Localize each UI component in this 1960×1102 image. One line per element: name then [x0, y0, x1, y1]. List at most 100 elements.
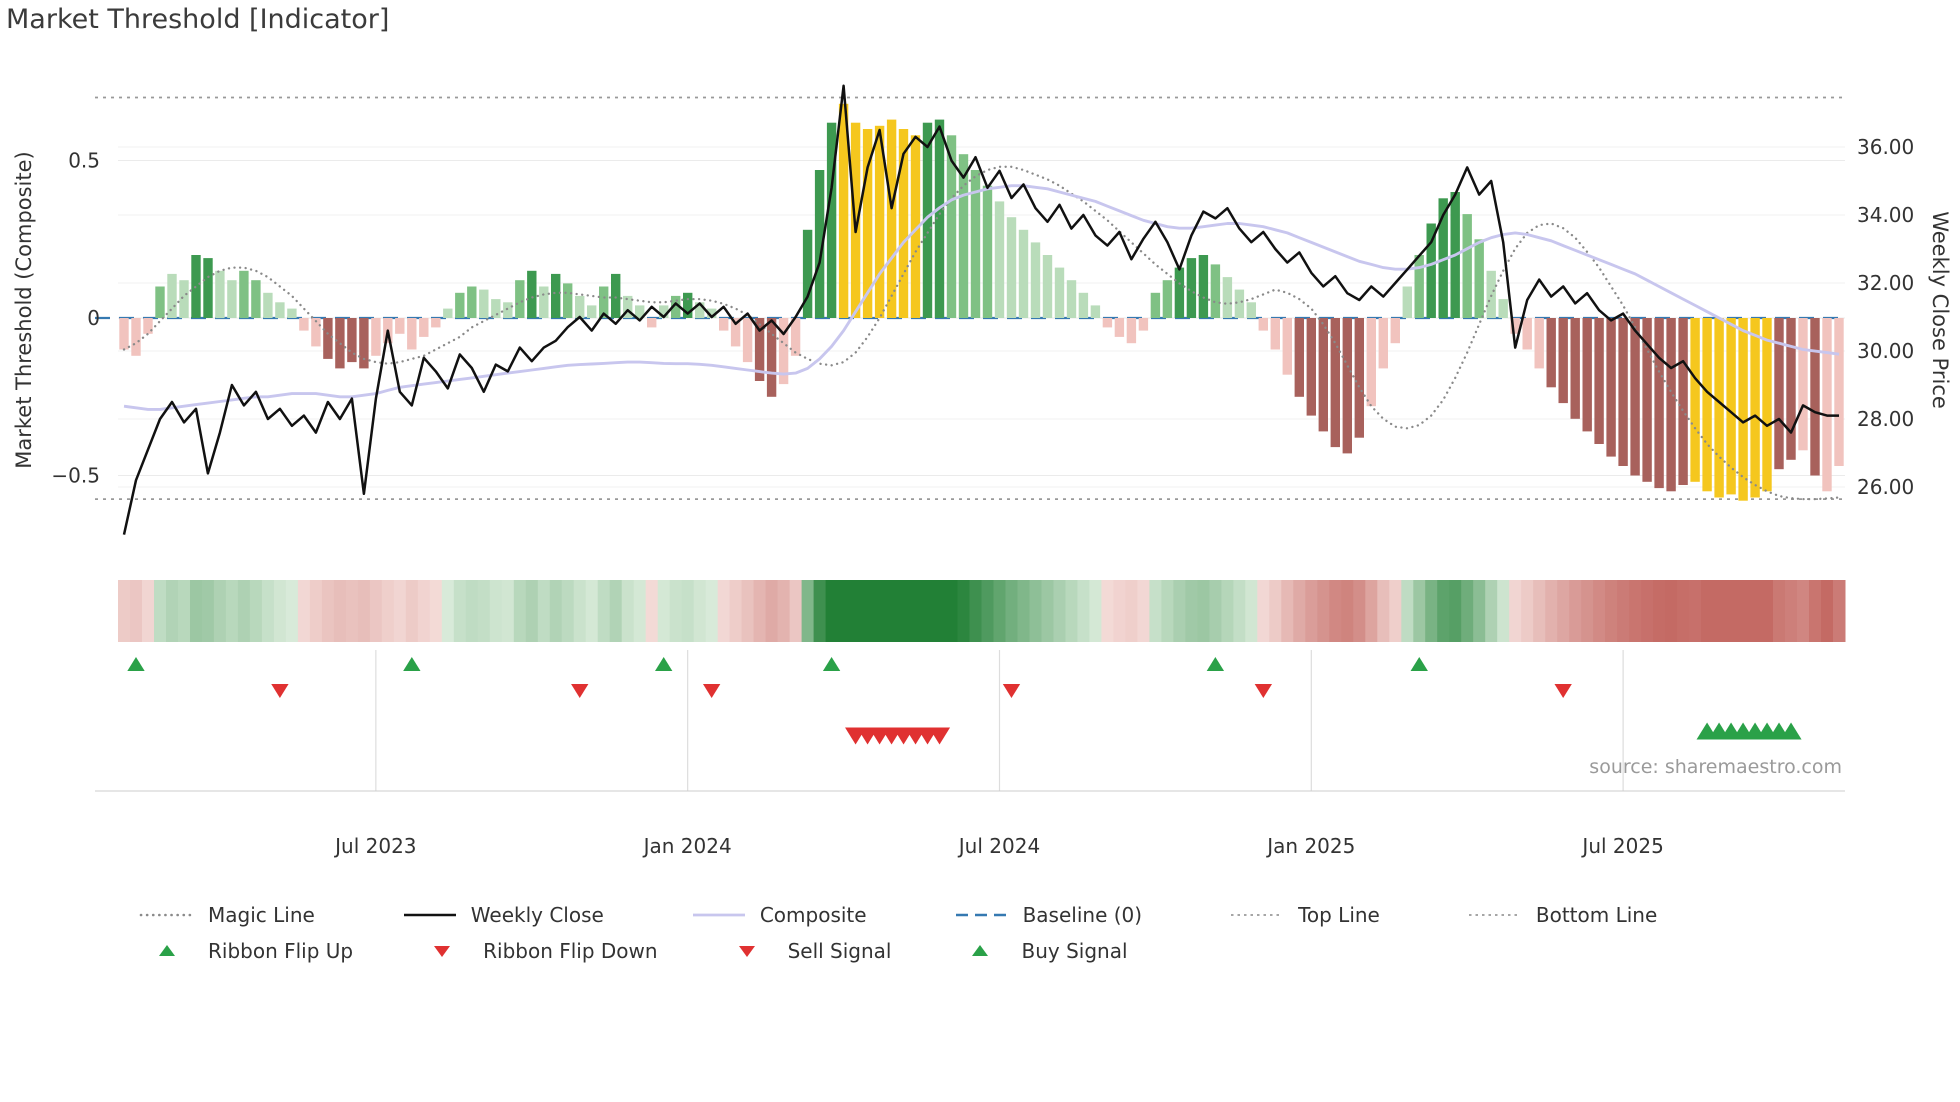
- ribbon-cell: [1773, 580, 1786, 642]
- ribbon-cell: [213, 580, 227, 642]
- threshold-bar: [527, 270, 537, 319]
- ribbon-cell: [1497, 580, 1510, 642]
- ribbon-cell: [1641, 580, 1654, 642]
- ribbon-cell: [333, 580, 347, 642]
- threshold-bar: [946, 135, 957, 318]
- threshold-bar: [1558, 318, 1568, 404]
- ribbon-cell: [1485, 580, 1498, 642]
- ribbon-cell: [849, 580, 863, 642]
- legend-label: Ribbon Flip Up: [208, 939, 354, 963]
- threshold-bar: [1366, 318, 1376, 407]
- threshold-bar: [623, 295, 633, 318]
- ribbon-cell: [669, 580, 683, 642]
- threshold-bar: [539, 286, 549, 318]
- ribbon-cell: [1161, 580, 1174, 642]
- x-tick-label: Jul 2025: [1580, 834, 1663, 858]
- threshold-bar: [778, 318, 789, 385]
- threshold-bar: [1534, 318, 1544, 369]
- threshold-bar: [874, 125, 885, 318]
- threshold-bar: [671, 295, 681, 318]
- legend-label: Weekly Close: [470, 903, 604, 927]
- threshold-bar: [1510, 318, 1520, 334]
- threshold-bar: [1306, 318, 1316, 416]
- threshold-bar: [910, 135, 921, 318]
- threshold-bar: [431, 318, 441, 328]
- ribbon-cell: [178, 580, 191, 642]
- ribbon-cell: [1617, 580, 1630, 642]
- threshold-bar: [814, 170, 825, 318]
- ribbon-cell: [261, 580, 275, 642]
- ribbon-cell: [1101, 580, 1114, 642]
- ribbon-cell: [1665, 580, 1678, 642]
- threshold-bar: [1030, 242, 1041, 318]
- ribbon-cell: [1053, 580, 1066, 642]
- ribbon-cell: [381, 580, 395, 642]
- threshold-bar: [563, 283, 573, 318]
- ribbon-cell: [1725, 580, 1738, 642]
- ribbon-cell: [1509, 580, 1522, 642]
- threshold-bar: [1102, 318, 1113, 328]
- threshold-bar: [1402, 286, 1412, 318]
- legend-item-ribbon-flip-down: Ribbon Flip Down: [413, 939, 658, 963]
- threshold-bar: [1138, 318, 1149, 331]
- ribbon-cell: [621, 580, 635, 642]
- ribbon-cell: [1113, 580, 1126, 642]
- threshold-bar: [1078, 292, 1089, 318]
- threshold-bar: [1474, 239, 1484, 319]
- ribbon-cell: [1269, 580, 1282, 642]
- left-tick-label: 0: [87, 306, 100, 330]
- threshold-bar: [119, 318, 129, 350]
- left-tick-label: 0.5: [68, 149, 100, 173]
- ribbon-cell: [693, 580, 707, 642]
- ribbon-cell: [1281, 580, 1294, 642]
- ribbon-cell: [1785, 580, 1798, 642]
- ribbon-cell: [1041, 580, 1054, 642]
- ribbon-cell: [909, 580, 922, 642]
- left-axis-title: Market Threshold (Composite): [12, 151, 36, 469]
- threshold-bar: [443, 308, 453, 318]
- threshold-bar: [1186, 258, 1197, 318]
- ribbon-cell: [501, 580, 515, 642]
- threshold-bar: [395, 318, 405, 334]
- right-tick-label: 26.00: [1857, 475, 1914, 499]
- threshold-bar: [1198, 255, 1209, 318]
- threshold-bar: [1786, 318, 1796, 460]
- legend-label: Composite: [759, 903, 867, 927]
- ribbon-cell: [861, 580, 875, 642]
- ribbon-cell: [1437, 580, 1450, 642]
- ribbon-cell: [190, 580, 203, 642]
- threshold-bar: [1234, 289, 1245, 318]
- threshold-bar: [742, 318, 753, 363]
- ribbon-cell: [1821, 580, 1834, 642]
- ribbon-cell: [969, 580, 982, 642]
- threshold-bar: [1114, 318, 1125, 337]
- threshold-bar: [251, 280, 261, 318]
- ribbon-cell: [1065, 580, 1078, 642]
- threshold-bar: [407, 318, 417, 350]
- ribbon-cell: [1413, 580, 1426, 642]
- ribbon-cell: [1365, 580, 1378, 642]
- composite-swatch-icon: [692, 913, 745, 917]
- ribbon-cell: [1389, 580, 1402, 642]
- chart-legend: Magic Line Weekly Close Composite Baseli…: [138, 903, 1657, 963]
- threshold-bar: [1126, 318, 1137, 344]
- ribbon-cell: [609, 580, 623, 642]
- ribbon-cell: [321, 580, 335, 642]
- threshold-bar: [1822, 318, 1832, 492]
- ribbon-cell: [921, 580, 934, 642]
- ribbon-cell: [489, 580, 503, 642]
- threshold-bar: [155, 286, 165, 318]
- top-line-swatch-icon: [1231, 914, 1284, 916]
- threshold-bar: [1834, 318, 1844, 466]
- threshold-bar: [707, 308, 717, 318]
- threshold-bar: [958, 154, 969, 318]
- ribbon-cell: [825, 580, 839, 642]
- ribbon-cell: [1473, 580, 1486, 642]
- threshold-bar: [1390, 318, 1400, 344]
- threshold-bar: [1714, 318, 1724, 498]
- x-tick-label: Jan 2025: [1265, 834, 1355, 858]
- right-tick-label: 28.00: [1857, 407, 1914, 431]
- legend-item-composite: Composite: [690, 903, 867, 927]
- ribbon-cell: [1221, 580, 1234, 642]
